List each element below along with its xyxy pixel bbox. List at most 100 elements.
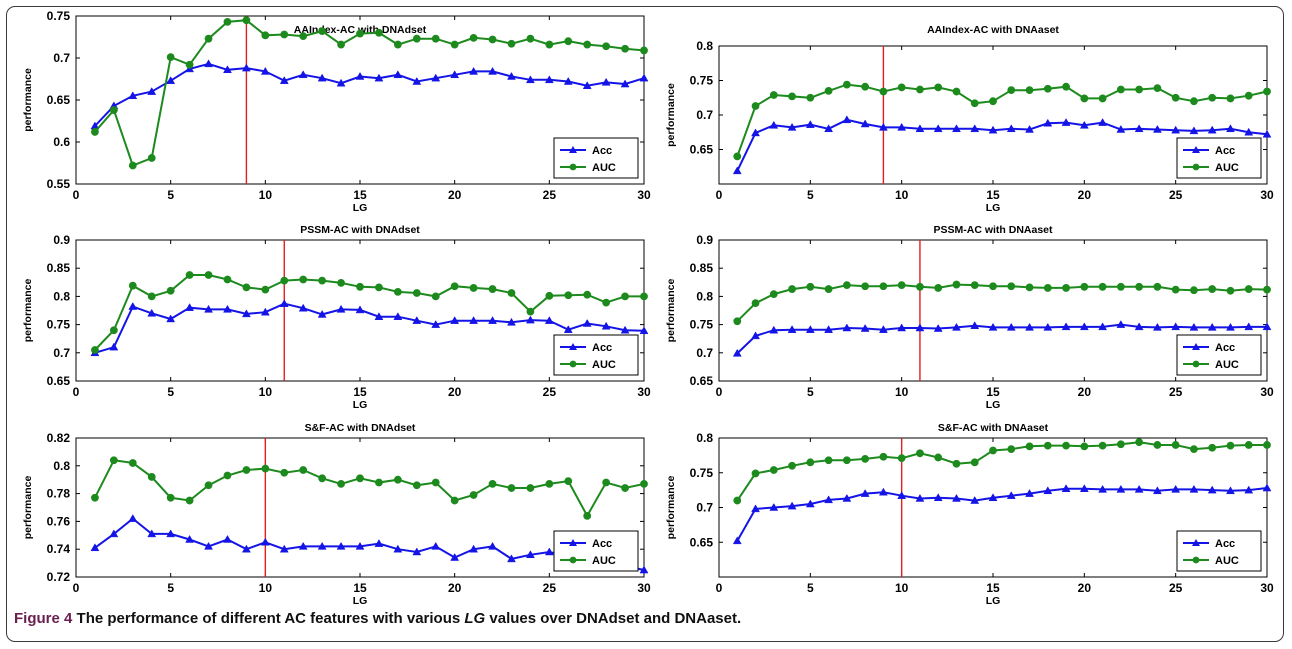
x-tick-label: 15 [986, 188, 1000, 202]
legend-marker-acc [569, 146, 577, 153]
x-axis-label: LG [986, 595, 1001, 607]
data-point-acc [525, 75, 535, 84]
data-point-acc [507, 71, 516, 80]
data-point-auc [1226, 94, 1235, 103]
data-point-acc [582, 81, 592, 89]
y-tick-label: 0.8 [53, 289, 70, 303]
data-point-acc [488, 66, 497, 75]
data-point-acc [769, 502, 779, 511]
data-point-acc [1079, 322, 1089, 331]
x-tick-label: 20 [448, 188, 462, 202]
data-point-auc [488, 479, 497, 488]
y-axis-label: performance [665, 83, 677, 147]
data-point-auc [1244, 441, 1253, 449]
data-point-acc [1262, 129, 1272, 138]
data-point-acc [204, 59, 213, 68]
data-point-acc [544, 316, 554, 324]
data-point-auc [769, 91, 778, 99]
x-tick-label: 10 [259, 188, 273, 202]
data-point-acc [393, 70, 403, 79]
legend-box [553, 530, 639, 572]
data-point-acc [450, 553, 460, 561]
data-point-acc [751, 504, 760, 513]
data-point-acc [1262, 322, 1272, 331]
data-point-acc [1098, 118, 1108, 126]
data-point-acc [393, 544, 403, 553]
data-point-acc [805, 325, 815, 333]
data-point-auc [989, 97, 997, 106]
data-point-acc [1006, 491, 1016, 499]
data-point-auc [916, 85, 924, 94]
data-point-acc [1262, 483, 1272, 492]
data-point-acc [1061, 118, 1071, 126]
data-point-acc [824, 325, 834, 333]
data-point-acc [525, 315, 535, 324]
legend-label-acc: Acc [592, 145, 612, 157]
data-point-acc [431, 73, 441, 82]
data-point-acc [166, 314, 176, 323]
data-point-acc [374, 539, 384, 547]
data-point-acc [1006, 124, 1016, 133]
data-point-acc [1116, 124, 1126, 133]
data-point-acc [952, 322, 961, 331]
data-point-acc [897, 491, 907, 499]
x-tick-label: 20 [448, 385, 462, 399]
data-point-acc [204, 541, 213, 550]
data-point-acc [915, 493, 925, 502]
x-tick-label: 25 [543, 385, 557, 399]
data-point-acc [185, 534, 195, 543]
x-tick-label: 0 [716, 581, 723, 595]
data-point-acc [620, 325, 630, 334]
y-tick-label: 0.8 [696, 431, 713, 445]
data-point-auc [1116, 440, 1125, 449]
data-point-acc [1061, 322, 1071, 331]
legend-label-acc: Acc [1215, 342, 1235, 354]
x-axis-label: LG [353, 202, 368, 214]
data-point-auc [788, 285, 796, 293]
data-point-acc [469, 66, 479, 75]
data-point-acc [298, 541, 308, 550]
data-point-acc [166, 76, 176, 84]
data-point-acc [1171, 322, 1181, 331]
legend-box [553, 334, 639, 376]
data-point-auc [842, 281, 851, 290]
data-point-auc [545, 291, 554, 300]
data-point-auc [916, 449, 924, 458]
data-point-acc [128, 514, 138, 522]
legend-label-auc: AUC [592, 162, 616, 174]
data-point-auc [1263, 441, 1271, 449]
chart-panel-4: PSSM-AC with DNAaset 0 5 10 15 20 25 30 LG 0.65 0.… [665, 224, 1274, 411]
data-point-acc [1244, 322, 1254, 331]
legend-marker-acc [1192, 146, 1200, 153]
series-line-acc [736, 323, 1267, 355]
data-point-auc [1171, 441, 1180, 449]
x-tick-label: 20 [448, 581, 462, 595]
data-point-auc [356, 282, 364, 291]
chart-panel-1: AAIndex-AC with DNAdset051015202530LG0.5… [22, 9, 651, 214]
data-point-acc [109, 342, 119, 351]
data-point-auc [1190, 445, 1198, 454]
legend-marker-auc [569, 163, 577, 171]
data-point-auc [583, 290, 592, 299]
data-point-auc [861, 454, 870, 463]
y-tick-label: 0.85 [47, 261, 71, 275]
data-point-auc [431, 292, 440, 301]
data-point-acc [1207, 485, 1217, 494]
data-point-acc [842, 323, 852, 332]
data-point-acc [1226, 486, 1235, 495]
data-point-auc [1208, 93, 1217, 102]
data-point-auc [393, 40, 402, 49]
data-point-auc [1098, 441, 1107, 450]
data-point-acc [109, 529, 119, 538]
y-tick-label: 0.7 [696, 346, 713, 360]
x-tick-label: 15 [353, 385, 367, 399]
data-point-acc [933, 493, 943, 502]
data-point-auc [185, 271, 194, 279]
figure-caption: Figure 4 The performance of different AC… [14, 610, 741, 627]
data-point-auc [147, 473, 156, 481]
data-point-acc [1116, 484, 1126, 493]
legend-box [1176, 334, 1262, 376]
y-tick-label: 0.82 [47, 431, 71, 445]
data-point-auc [166, 493, 175, 502]
series-line-acc [94, 517, 645, 571]
